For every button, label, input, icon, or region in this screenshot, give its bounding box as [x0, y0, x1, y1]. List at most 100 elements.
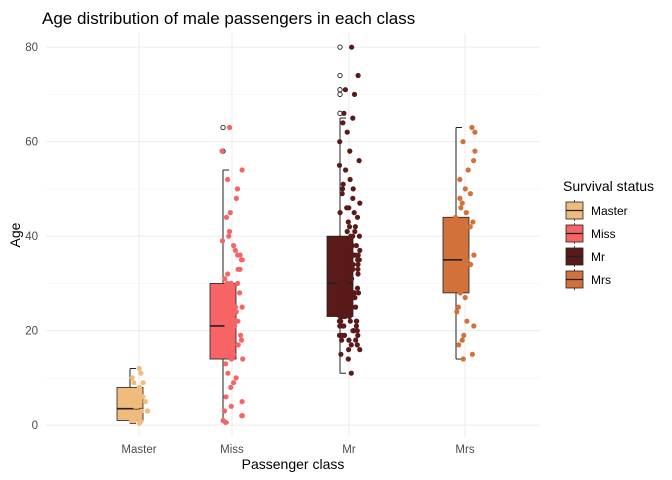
data-point: [351, 91, 358, 97]
data-point: [462, 295, 468, 301]
data-point: [345, 238, 351, 244]
legend: Survival status Master Miss Mr Mrs: [563, 178, 654, 290]
data-point: [345, 219, 351, 225]
data-point: [338, 238, 344, 244]
data-point: [347, 318, 353, 324]
data-point: [233, 375, 239, 381]
data-point: [464, 318, 470, 324]
data-point: [355, 271, 361, 277]
data-point: [233, 195, 239, 201]
data-point: [132, 403, 138, 409]
data-point: [226, 228, 233, 235]
data-point: [238, 337, 245, 343]
data-point: [140, 394, 146, 400]
data-point: [353, 323, 359, 329]
data-point: [472, 148, 478, 154]
data-point: [232, 247, 238, 253]
data-point: [138, 370, 144, 376]
data-point: [339, 186, 346, 192]
data-point: [337, 280, 343, 286]
outlier-point: [337, 91, 343, 98]
data-point: [463, 210, 469, 216]
data-point: [341, 110, 347, 116]
data-point: [228, 285, 235, 291]
data-point: [349, 44, 355, 50]
data-point: [221, 408, 228, 414]
data-point: [228, 384, 234, 390]
data-point: [350, 233, 356, 239]
data-point: [470, 219, 476, 225]
data-point: [227, 323, 233, 329]
data-point: [345, 295, 352, 301]
data-point: [353, 243, 359, 249]
data-point: [348, 342, 354, 348]
data-point: [453, 266, 459, 272]
data-point: [352, 228, 358, 235]
outlier-point: [337, 44, 343, 50]
data-point: [224, 332, 230, 338]
data-point: [460, 247, 467, 253]
data-point: [346, 347, 352, 353]
data-point: [459, 337, 465, 343]
y-tick-label: 0: [32, 420, 38, 432]
data-point: [228, 290, 234, 296]
data-point: [137, 413, 143, 419]
legend-item-master: Master: [565, 200, 628, 221]
data-point: [219, 238, 226, 244]
data-point: [356, 233, 362, 239]
data-point: [343, 167, 349, 173]
data-point: [346, 261, 352, 268]
data-point: [142, 399, 148, 405]
data-point: [355, 290, 362, 296]
data-point: [336, 162, 343, 168]
data-point: [460, 356, 466, 362]
data-point: [457, 243, 463, 249]
x-axis-ticks: Master Miss Mr Mrs: [121, 444, 474, 456]
data-point: [338, 285, 344, 291]
points-master: [128, 365, 151, 426]
data-point: [240, 356, 246, 362]
legend-item-mr: Mr: [565, 246, 605, 267]
data-point: [350, 195, 356, 201]
data-point: [354, 214, 361, 220]
data-point: [459, 200, 465, 206]
data-point: [346, 205, 352, 211]
data-point: [131, 417, 137, 424]
x-tick-label: Mrs: [455, 444, 474, 456]
data-point: [222, 347, 228, 353]
data-point: [229, 295, 235, 301]
data-point: [230, 351, 237, 357]
data-point: [352, 295, 358, 301]
data-point: [337, 323, 343, 329]
data-point: [350, 186, 356, 192]
data-point: [340, 181, 346, 187]
data-point: [340, 120, 346, 126]
data-point: [224, 280, 230, 286]
data-point: [460, 285, 466, 291]
data-point: [219, 148, 225, 154]
chart-title: Age distribution of male passengers in e…: [42, 9, 415, 28]
data-point: [471, 323, 477, 329]
jitter-points: [128, 44, 478, 426]
legend-item-mrs: Mrs: [565, 269, 611, 290]
data-point: [345, 356, 351, 362]
data-point: [354, 342, 360, 348]
data-point: [233, 318, 239, 324]
data-point: [128, 389, 134, 395]
data-point: [231, 380, 237, 386]
data-point: [349, 243, 355, 249]
data-point: [344, 228, 350, 235]
data-point: [455, 304, 461, 310]
data-point: [464, 257, 470, 263]
data-point: [337, 210, 343, 216]
data-point: [339, 191, 345, 197]
legend-label: Miss: [591, 227, 616, 241]
data-point: [235, 280, 241, 286]
data-point: [225, 370, 231, 376]
data-point: [357, 247, 363, 253]
data-point: [338, 299, 344, 305]
data-point: [336, 304, 342, 310]
y-axis-title: Age: [7, 222, 23, 247]
data-point: [468, 261, 474, 268]
